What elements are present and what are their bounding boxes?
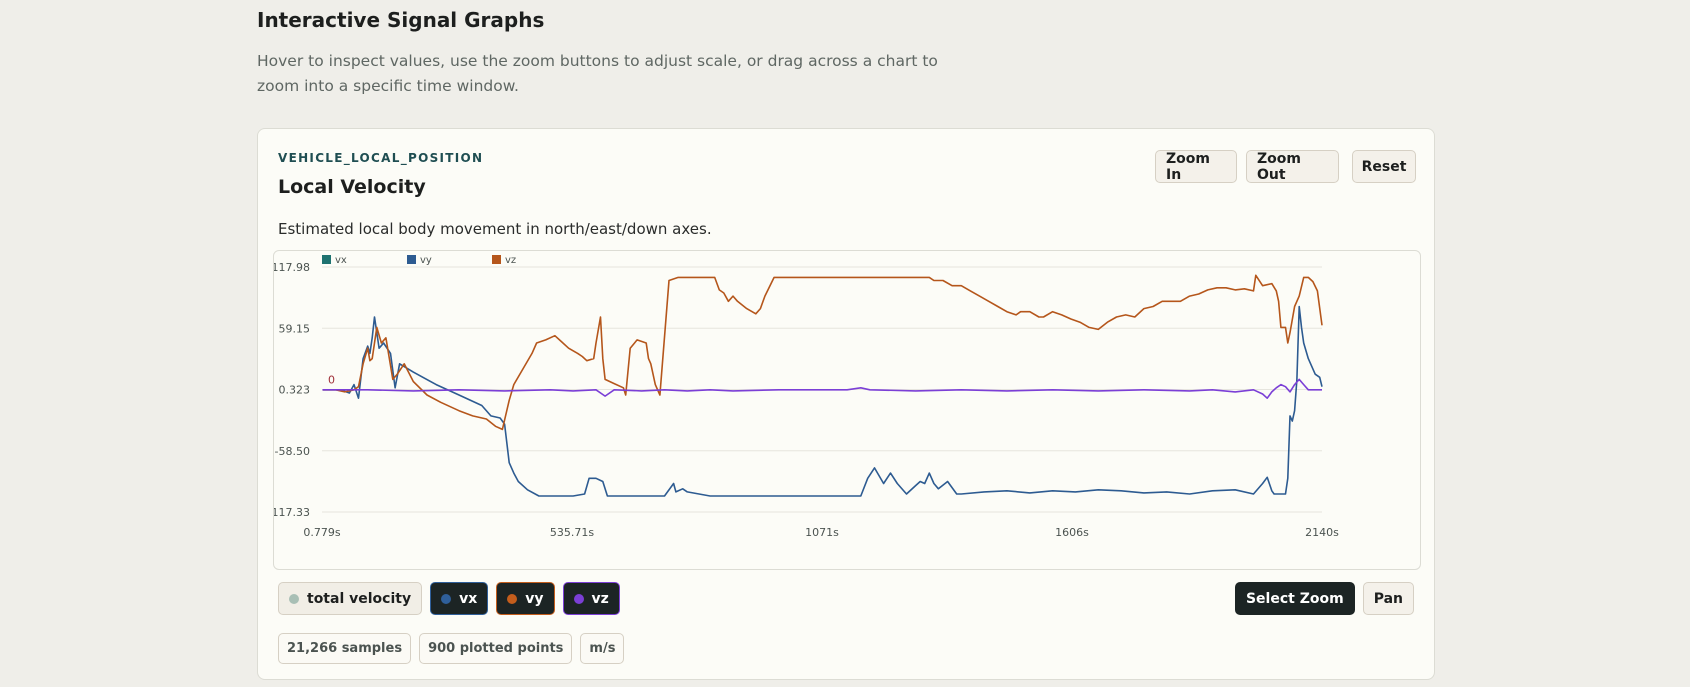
toggle-vx[interactable]: vx (430, 582, 489, 615)
start-annotation: 0 (328, 374, 335, 387)
samples-badge: 21,266 samples (278, 633, 412, 664)
toggle-label: vy (525, 590, 544, 607)
vz-dot-icon (573, 593, 584, 604)
x-tick-label: 2140s (1305, 526, 1339, 539)
toggle-label: vz (591, 590, 609, 607)
legend-swatch-vy (407, 255, 416, 264)
toggle-vz[interactable]: vz (562, 582, 620, 615)
x-tick-label: 1071s (805, 526, 839, 539)
toggle-total-velocity[interactable]: total velocity (278, 582, 423, 615)
legend-label-vz: vz (505, 255, 516, 266)
total-velocity-dot-icon (289, 593, 299, 604)
series-vy-line (322, 274, 1323, 431)
series-vz-line (322, 378, 1322, 399)
x-tick-label: 535.71s (550, 526, 594, 539)
y-tick-label: -58.50 (275, 445, 310, 458)
zoom-in-button[interactable]: Zoom In (1155, 150, 1237, 183)
legend-swatch-vz (492, 255, 501, 264)
toggle-label: total velocity (307, 590, 412, 607)
interaction-modes: Select Zoom Pan (1234, 582, 1414, 615)
chart-description: Estimated local body movement in north/e… (278, 220, 712, 238)
vx-dot-icon (441, 593, 452, 604)
toggle-label: vx (459, 590, 478, 607)
plotted-points-badge: 900 plotted points (419, 633, 573, 664)
plot-area[interactable]: 117.98 59.15 0.323 -58.50 -117.33 0.779s 535.7… (273, 250, 1421, 570)
chart-title: Local Velocity (278, 176, 426, 198)
toggle-vy[interactable]: vy (496, 582, 555, 615)
zoom-out-button[interactable]: Zoom Out (1246, 150, 1339, 183)
series-vx-line (322, 305, 1323, 497)
reset-button[interactable]: Reset (1352, 150, 1416, 183)
vy-dot-icon (507, 593, 518, 604)
line-chart[interactable]: 117.98 59.15 0.323 -58.50 -117.33 0.779s 535.7… (274, 251, 1422, 571)
y-tick-label: 117.98 (274, 261, 310, 274)
legend-swatch-vx (322, 255, 331, 264)
page-title: Interactive Signal Graphs (257, 8, 545, 32)
legend-label-vy: vy (420, 255, 432, 266)
y-tick-label: 0.323 (279, 384, 311, 397)
y-tick-label: 59.15 (279, 322, 311, 335)
y-tick-label: -117.33 (274, 506, 310, 519)
series-toggles: total velocity vx vy vz (278, 582, 620, 615)
select-zoom-button[interactable]: Select Zoom (1234, 582, 1355, 615)
legend-label-vx: vx (335, 255, 347, 266)
topic-eyebrow: VEHICLE_LOCAL_POSITION (278, 151, 484, 165)
chart-card: VEHICLE_LOCAL_POSITION Local Velocity Es… (257, 128, 1435, 680)
x-tick-label: 0.779s (303, 526, 340, 539)
x-tick-label: 1606s (1055, 526, 1089, 539)
stats-row: 21,266 samples 900 plotted points m/s (278, 633, 625, 664)
pan-button[interactable]: Pan (1362, 582, 1414, 615)
unit-badge: m/s (580, 633, 625, 664)
page-description: Hover to inspect values, use the zoom bu… (257, 52, 938, 95)
